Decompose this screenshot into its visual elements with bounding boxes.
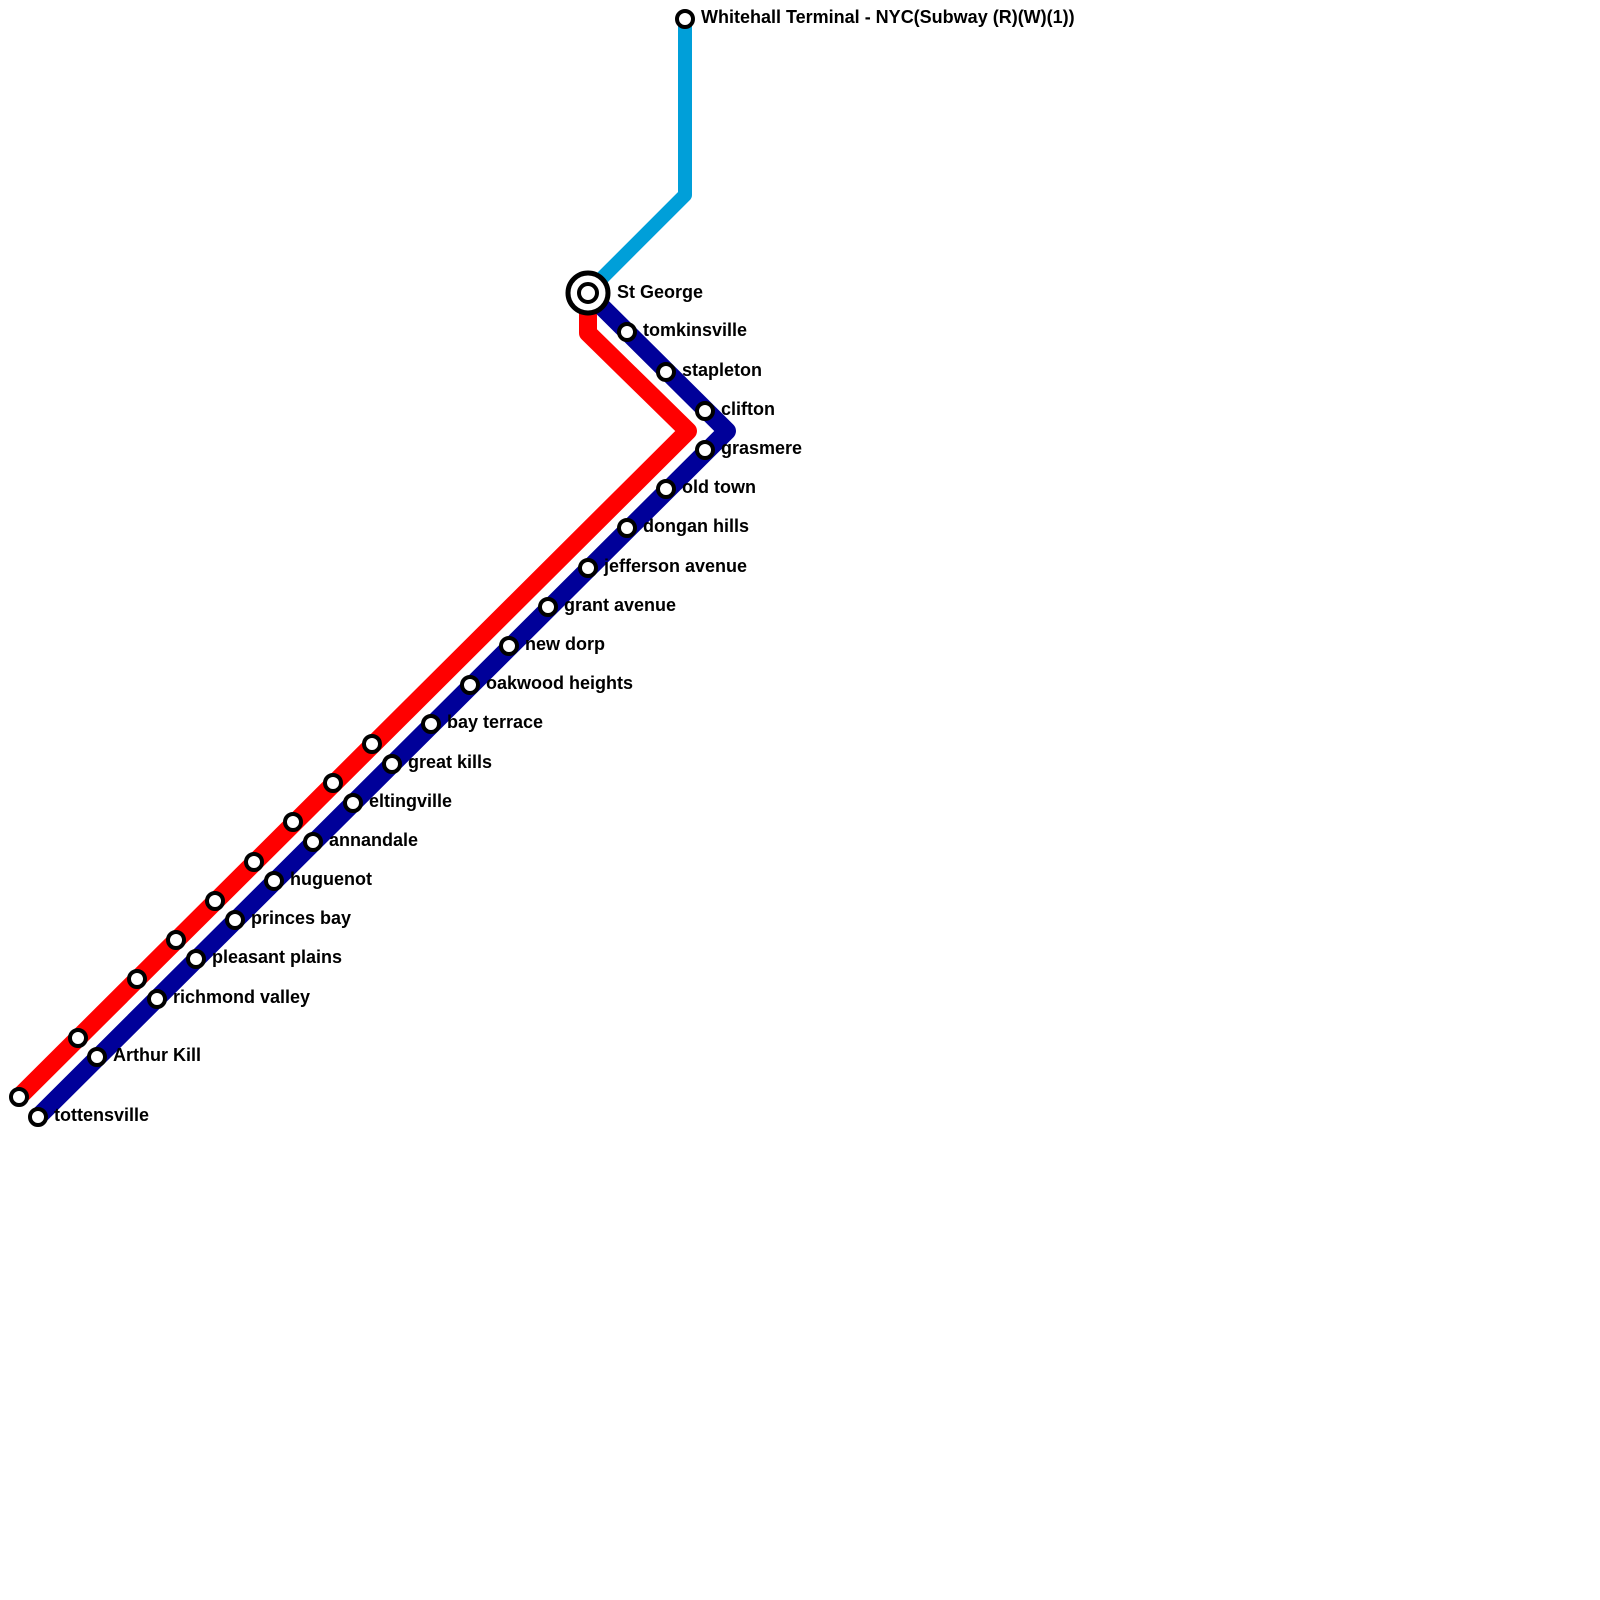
- station-label: jefferson avenue: [603, 556, 747, 576]
- station-marker: [460, 675, 480, 695]
- station-marker: [87, 1047, 107, 1067]
- station-label: dongan hills: [643, 516, 749, 536]
- station-marker: [617, 322, 637, 342]
- station-marker: [656, 479, 676, 499]
- station-marker: [166, 930, 186, 950]
- station-marker: [695, 440, 715, 460]
- station-label: old town: [682, 477, 756, 497]
- station-marker: [323, 773, 343, 793]
- station-label: stapleton: [682, 360, 762, 380]
- station-label: pleasant plains: [212, 947, 342, 967]
- station-label: eltingville: [369, 791, 452, 811]
- station-label: tomkinsville: [643, 320, 747, 340]
- station-marker: [9, 1087, 29, 1107]
- station-marker: [656, 362, 676, 382]
- station-label: bay terrace: [447, 712, 543, 732]
- station-marker: [695, 401, 715, 421]
- station-marker: [244, 852, 264, 872]
- station-label: St George: [617, 282, 703, 302]
- station-marker: [538, 597, 558, 617]
- station-label: oakwood heights: [486, 673, 633, 693]
- station-marker: [147, 989, 167, 1009]
- station-label: clifton: [721, 399, 775, 419]
- station-marker: [205, 891, 225, 911]
- station-marker: [343, 793, 363, 813]
- station-marker: [675, 9, 695, 29]
- station-label: huguenot: [290, 869, 372, 889]
- station-marker: [28, 1107, 48, 1127]
- stations: Whitehall Terminal - NYC(Subway (R)(W)(1…: [9, 7, 1075, 1127]
- station-marker: [382, 754, 402, 774]
- station-label: great kills: [408, 752, 492, 772]
- station-label: Whitehall Terminal - NYC(Subway (R)(W)(1…: [701, 7, 1075, 27]
- ferry-line: [592, 19, 692, 288]
- station-marker: [617, 518, 637, 538]
- station-label: Arthur Kill: [113, 1045, 201, 1065]
- station-marker: [578, 558, 598, 578]
- station-label: new dorp: [525, 634, 605, 654]
- station-label: grant avenue: [564, 595, 676, 615]
- station-label: princes bay: [251, 908, 351, 928]
- station-marker: [303, 832, 323, 852]
- station-label: grasmere: [721, 438, 802, 458]
- station-marker: [362, 734, 382, 754]
- station-label: richmond valley: [173, 987, 310, 1007]
- station-marker: [225, 910, 245, 930]
- station-marker: [264, 871, 284, 891]
- station-marker: [127, 969, 147, 989]
- station-marker: [68, 1028, 88, 1048]
- station-label: annandale: [329, 830, 418, 850]
- station-marker: [577, 282, 599, 304]
- station-marker: [499, 636, 519, 656]
- station-marker: [186, 949, 206, 969]
- station-label: tottensville: [54, 1105, 149, 1125]
- station-marker: [283, 812, 303, 832]
- station-marker: [421, 714, 441, 734]
